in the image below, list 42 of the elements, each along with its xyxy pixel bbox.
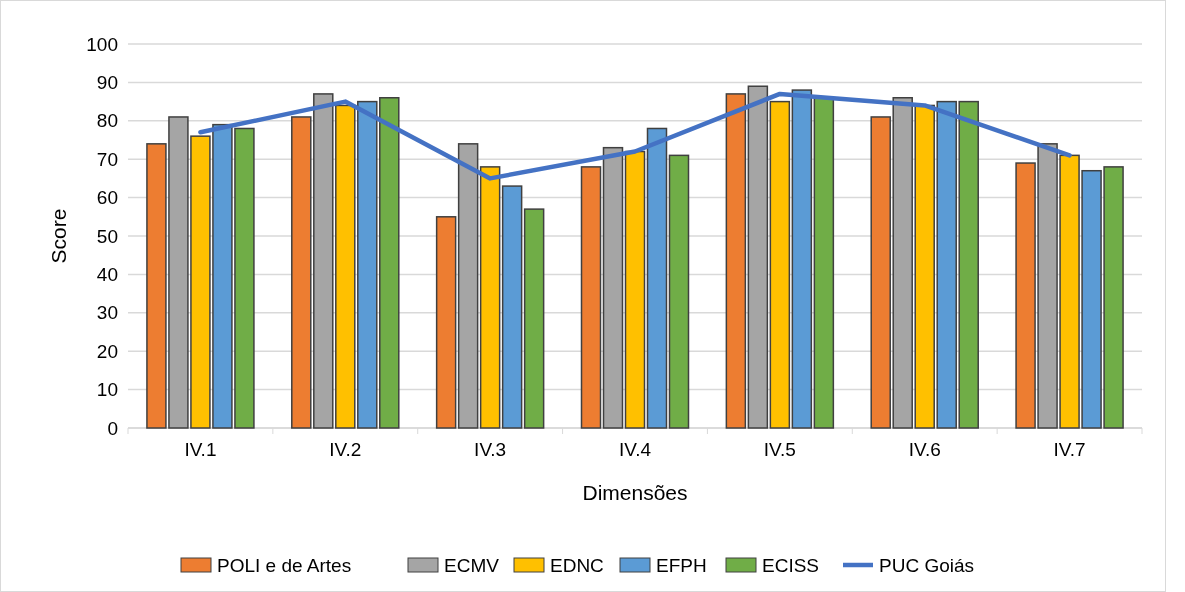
- x-tick-label: IV.6: [908, 439, 941, 460]
- bar: [523, 208, 545, 429]
- x-tick-label: IV.5: [763, 439, 796, 460]
- legend-label: POLI e de Artes: [217, 554, 352, 576]
- x-tick-label: IV.7: [1053, 439, 1086, 460]
- bar: [580, 166, 602, 429]
- x-tick-label: IV.3: [474, 439, 507, 460]
- line-series: [198, 91, 1072, 181]
- x-axis-title: Dimensões: [582, 481, 688, 504]
- bar: [646, 127, 668, 429]
- y-tick-label: 0: [107, 417, 118, 439]
- bar: [725, 93, 747, 429]
- bar: [668, 154, 690, 429]
- legend-label: EDNC: [550, 554, 604, 576]
- y-tick-label: 20: [96, 340, 118, 362]
- y-tick-label: 100: [86, 33, 118, 55]
- y-tick-label: 60: [96, 187, 118, 209]
- bar: [813, 97, 835, 429]
- bar: [791, 89, 813, 429]
- x-tick-label: IV.2: [329, 439, 362, 460]
- legend-label: EFPH: [656, 554, 707, 576]
- y-tick-label: 30: [96, 302, 118, 324]
- bar: [479, 166, 501, 429]
- y-tick-label: 70: [96, 148, 118, 170]
- legend-label: ECMV: [444, 554, 500, 576]
- x-tick-label: IV.4: [618, 439, 652, 460]
- bar: [747, 85, 769, 429]
- bar: [435, 216, 457, 429]
- y-tick-label: 80: [96, 110, 118, 132]
- bar: [769, 100, 791, 429]
- bar: [602, 146, 624, 429]
- y-tick-label: 50: [96, 225, 118, 247]
- legend-label: PUC Goiás: [879, 554, 975, 576]
- y-tick-label: 40: [96, 264, 118, 286]
- y-axis-title: Score: [47, 208, 70, 264]
- legend-label: ECISS: [762, 554, 820, 576]
- y-tick-label: 90: [96, 72, 118, 94]
- bar: [501, 185, 523, 429]
- bar: [457, 143, 479, 429]
- bar: [624, 150, 646, 429]
- y-tick-label: 10: [96, 379, 118, 401]
- x-tick-label: IV.1: [184, 439, 217, 460]
